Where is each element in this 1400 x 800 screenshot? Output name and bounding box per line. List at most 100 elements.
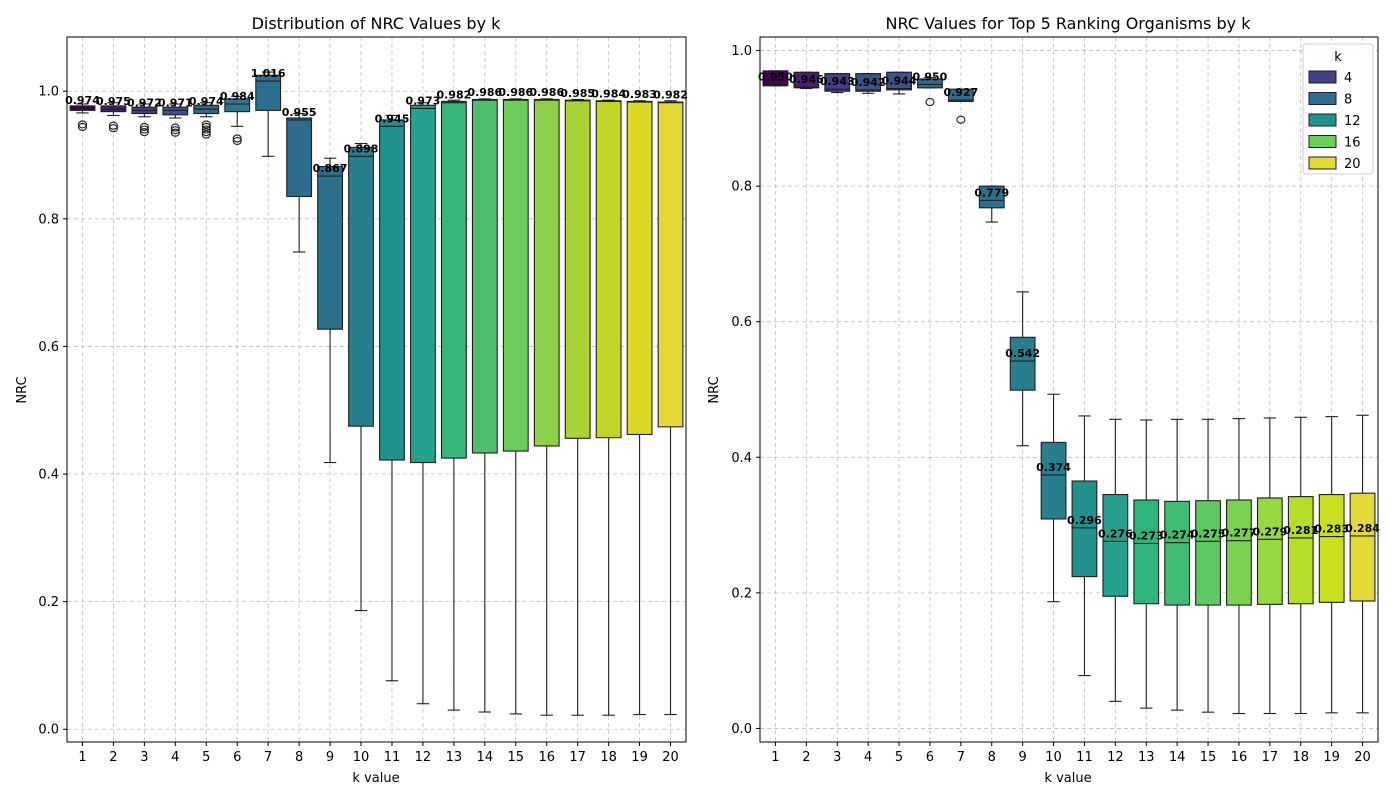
legend: k4 8 12 16 20 [1302, 43, 1374, 175]
x-tick-label: 19 [1323, 750, 1340, 765]
box-k11: 0.296 [1067, 415, 1102, 677]
median-label: 0.983 [622, 88, 657, 101]
box-k15: 0.986 [498, 86, 534, 715]
y-tick-label: 0.8 [731, 180, 752, 195]
median-label: 0.984 [220, 90, 255, 103]
box-k5: 0.944 [882, 71, 917, 95]
box [1195, 500, 1221, 606]
legend-title: k [1334, 50, 1342, 65]
legend-swatch [1308, 113, 1337, 127]
legend-label: 16 [1344, 136, 1361, 151]
median-label: 0.986 [529, 86, 564, 99]
median-label: 0.975 [96, 95, 131, 108]
median-label: 0.982 [653, 89, 688, 102]
median-label: 0.898 [344, 142, 379, 155]
box-k5: 0.974 [189, 95, 224, 139]
x-tick-label: 18 [1292, 750, 1309, 765]
x-tick-label: 2 [802, 750, 810, 765]
box-k3: 0.972 [127, 96, 162, 137]
y-tick-label: 0.0 [38, 723, 59, 738]
box-k20: 0.284 [1345, 414, 1380, 714]
median-label: 0.275 [1191, 527, 1226, 540]
y-axis-label: NRC [15, 376, 30, 403]
box-k20: 0.982 [653, 89, 688, 716]
x-tick-label: 19 [631, 750, 648, 765]
outlier [201, 122, 211, 132]
box-k7: 1.016 [251, 67, 286, 157]
box [162, 106, 189, 116]
outlier [139, 125, 149, 134]
box-k12: 0.276 [1098, 418, 1133, 702]
x-tick-label: 13 [1138, 750, 1155, 765]
median-label: 0.950 [758, 70, 793, 83]
median-label: 0.944 [882, 75, 917, 88]
box [471, 98, 498, 454]
box-k9: 0.542 [1005, 291, 1040, 447]
box [1040, 441, 1067, 520]
box [379, 119, 405, 461]
box [1164, 500, 1191, 606]
box [978, 185, 1005, 209]
median-label: 0.283 [1314, 523, 1349, 536]
box [348, 146, 374, 427]
box [224, 98, 251, 113]
box-k12: 0.973 [406, 94, 440, 705]
chart-title: NRC Values for Top 5 Ranking Organisms b… [886, 14, 1252, 33]
box-k18: 0.281 [1283, 416, 1318, 715]
x-tick-label: 9 [326, 750, 334, 765]
median-label: 0.946 [789, 73, 824, 86]
x-tick-label: 12 [415, 750, 432, 765]
x-tick-label: 3 [140, 750, 148, 765]
outlier [201, 130, 211, 139]
box [1287, 496, 1314, 605]
x-tick-label: 11 [1076, 750, 1093, 765]
box-k14: 0.274 [1160, 418, 1195, 711]
legend-label: 4 [1344, 71, 1352, 86]
outlier [232, 136, 242, 146]
x-tick-label: 4 [864, 750, 872, 765]
box [886, 71, 912, 91]
box-k11: 0.945 [375, 112, 409, 682]
legend-label: 20 [1344, 157, 1361, 172]
outlier [201, 120, 211, 129]
outlier [108, 121, 118, 130]
x-tick-label: 6 [233, 750, 241, 765]
x-tick-label: 17 [1262, 750, 1279, 765]
box [855, 73, 882, 92]
y-tick-label: 0.6 [731, 315, 752, 330]
box-k13: 0.273 [1129, 419, 1164, 709]
box-k8: 0.955 [282, 106, 317, 253]
outlier [108, 124, 118, 133]
median-label: 0.955 [282, 106, 317, 119]
outlier [139, 128, 149, 137]
median-label: 0.942 [851, 76, 886, 89]
box [317, 165, 344, 330]
box-k6: 0.984 [220, 90, 255, 146]
box-k10: 0.374 [1036, 393, 1071, 603]
median-label: 0.276 [1098, 527, 1133, 540]
y-tick-label: 0.4 [38, 468, 59, 483]
x-tick-label: 16 [1231, 750, 1248, 765]
box [409, 104, 436, 464]
x-tick-label: 12 [1107, 750, 1124, 765]
x-tick-label: 11 [384, 750, 401, 765]
x-axis-label: k value [352, 771, 399, 786]
box-k15: 0.275 [1191, 418, 1226, 713]
median-label: 0.971 [158, 96, 193, 109]
box-k6: 0.950 [913, 70, 948, 107]
box [1133, 499, 1160, 605]
box-k19: 0.283 [1314, 416, 1349, 714]
box-k4: 0.942 [851, 73, 886, 94]
y-tick-label: 0.4 [731, 451, 752, 466]
box-k16: 0.277 [1222, 418, 1256, 715]
x-tick-label: 7 [957, 750, 965, 765]
median-label: 0.986 [467, 86, 502, 99]
median-label: 0.867 [313, 162, 348, 175]
x-tick-label: 6 [926, 750, 934, 765]
median-label: 0.281 [1283, 524, 1318, 537]
box [1349, 492, 1376, 602]
median-label: 0.542 [1005, 347, 1040, 360]
outlier [956, 115, 966, 124]
box [1071, 480, 1098, 578]
